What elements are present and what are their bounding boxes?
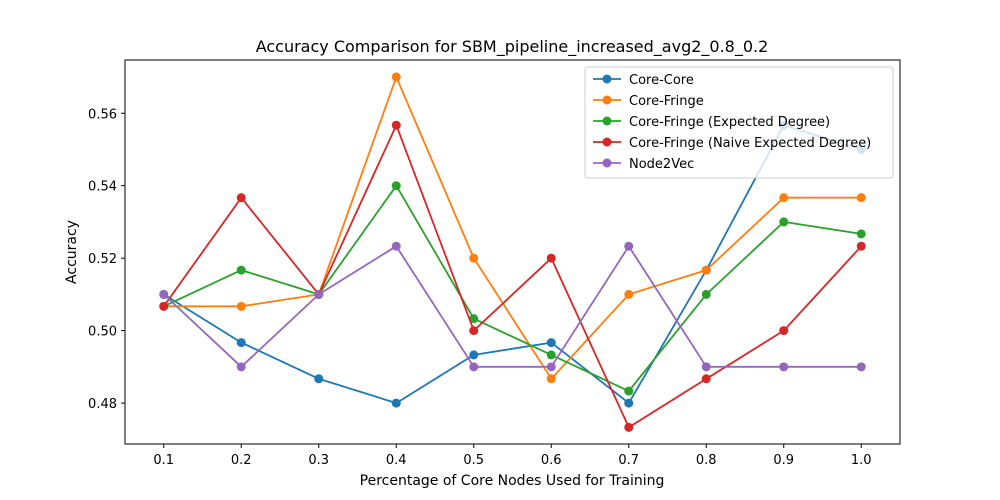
y-tick-label: 0.54 [88,180,117,195]
x-tick-label: 0.7 [618,453,639,468]
legend-label: Node2Vec [629,157,694,172]
legend-label: Core-Fringe [629,94,704,109]
y-tick-label: 0.48 [88,397,117,412]
data-point [236,301,246,311]
plot-area [159,72,866,432]
series-line [163,184,862,393]
data-point [391,181,401,191]
legend-marker [602,116,612,126]
data-point [546,338,556,348]
data-point [391,120,401,130]
data-point [701,289,711,299]
series-line [163,124,862,429]
data-point [701,374,711,384]
x-tick-label: 0.4 [386,453,407,468]
data-point [624,241,634,251]
x-tick-label: 1.0 [851,453,872,468]
data-point [546,362,556,372]
x-tick-label: 0.3 [308,453,329,468]
data-point [159,301,169,311]
data-point [314,289,324,299]
chart-title: Accuracy Comparison for SBM_pipeline_inc… [256,37,769,57]
data-point [314,374,324,384]
legend-box [584,66,894,179]
legend-label: Core-Fringe (Expected Degree) [629,115,830,130]
data-point [624,386,634,396]
data-point [779,362,789,372]
data-point [779,326,789,336]
series-line [163,245,862,368]
data-point [624,289,634,299]
data-point [779,193,789,203]
data-point [391,398,401,408]
legend-label: Core-Core [629,73,694,88]
series-line [163,76,862,380]
data-point [856,241,866,251]
legend-item: Core-Fringe [593,94,704,109]
axes-frame [124,59,901,445]
x-axis: 0.1 0.2 0.3 0.4 0.5 0.6 0.7 0.8 0.9 1.0 [153,444,872,468]
series-line [163,124,862,405]
legend-marker [602,74,612,84]
legend-label: Core-Fringe (Naive Expected Degree) [629,136,871,151]
data-point [236,338,246,348]
data-point [856,362,866,372]
legend: Core-Core Core-Fringe Core-Fringe (Expecte… [584,66,894,179]
data-point [469,326,479,336]
legend-item: Core-Fringe (Naive Expected Degree) [593,136,871,151]
x-tick-label: 0.8 [696,453,717,468]
data-point [779,217,789,227]
legend-item: Node2Vec [593,157,694,172]
x-tick-label: 0.9 [773,453,794,468]
data-point [391,72,401,82]
data-point [159,289,169,299]
x-tick-label: 0.2 [231,453,252,468]
legend-marker [602,158,612,168]
data-point [701,362,711,372]
data-point [546,350,556,360]
legend-item: Core-Fringe (Expected Degree) [593,115,830,130]
data-point [624,422,634,432]
legend-marker [602,95,612,105]
y-axis-label: Accuracy [64,220,80,284]
data-point [701,265,711,275]
data-point [236,265,246,275]
legend-item: Core-Core [593,73,694,88]
data-point [236,362,246,372]
data-point [391,241,401,251]
legend-marker [602,137,612,147]
data-point [236,193,246,203]
data-point [856,193,866,203]
x-axis-label: Percentage of Core Nodes Used for Traini… [360,473,665,489]
data-point [469,314,479,324]
data-point [546,374,556,384]
data-point [469,253,479,263]
data-point [856,229,866,239]
data-point [469,350,479,360]
data-point [546,253,556,263]
y-tick-label: 0.56 [88,107,117,122]
x-tick-label: 0.5 [463,453,484,468]
y-tick-label: 0.50 [88,325,117,340]
x-tick-label: 0.1 [153,453,174,468]
y-tick-label: 0.52 [88,252,117,267]
data-point [469,362,479,372]
y-axis: 0.48 0.50 0.52 0.54 0.56 [88,107,125,412]
series-4 [159,241,866,372]
data-point [624,398,634,408]
x-tick-label: 0.6 [541,453,562,468]
